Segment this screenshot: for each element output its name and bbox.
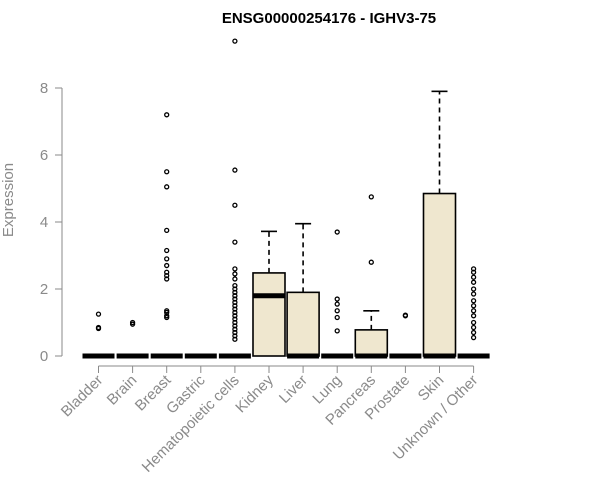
outlier-point (232, 313, 238, 319)
outlier-point (232, 271, 238, 277)
outlier-point (164, 169, 170, 175)
y-tick-label: 6 (40, 147, 48, 164)
box-group (150, 112, 183, 359)
y-tick-label: 0 (40, 348, 48, 365)
x-tick-label: Liver (276, 372, 311, 407)
outlier-point (164, 262, 170, 269)
outlier-point (232, 282, 238, 289)
box-group (218, 38, 251, 359)
box-group (252, 230, 286, 357)
y-axis: 0 2 4 6 8 (40, 80, 63, 365)
outlier-point (470, 324, 477, 331)
outlier-point (334, 308, 340, 314)
outlier-point (470, 279, 477, 285)
box-group (422, 90, 457, 359)
outlier-point (470, 313, 477, 319)
outlier-point (129, 319, 136, 326)
x-tick-label: Bladder (58, 372, 107, 421)
box-group (116, 319, 149, 359)
outlier-point (470, 298, 477, 304)
outlier-point (232, 202, 238, 208)
outlier-point (334, 314, 340, 321)
box-group (82, 311, 115, 359)
y-tick-label: 2 (40, 281, 48, 298)
outlier-point (164, 269, 170, 275)
outlier-point (232, 296, 238, 302)
outlier-point (334, 229, 340, 235)
outlier-point (164, 247, 170, 254)
box-rect (354, 329, 389, 357)
outlier-point (232, 329, 238, 336)
outlier-point (164, 256, 170, 262)
y-tick-label: 4 (40, 214, 48, 231)
box-rect (422, 192, 457, 357)
outlier-point (470, 266, 477, 272)
box-group (457, 266, 490, 359)
outlier-point (470, 303, 477, 309)
outlier-point (402, 312, 409, 318)
outlier-point (470, 291, 477, 297)
outlier-point (164, 112, 170, 118)
x-tick-label: Kidney (232, 371, 277, 416)
outlier-point (334, 328, 340, 334)
outlier-point (95, 311, 102, 317)
outlier-point (470, 308, 477, 314)
outlier-point (334, 301, 340, 307)
y-tick-label: 8 (40, 80, 48, 97)
outlier-point (164, 184, 170, 190)
outlier-point (232, 266, 238, 272)
chart-title: ENSG00000254176 - IGHV3-75 (222, 10, 436, 27)
outlier-point (470, 334, 477, 341)
outlier-point (470, 286, 477, 292)
box-rect (286, 291, 320, 357)
outlier-point (334, 296, 340, 302)
outlier-point (232, 239, 238, 245)
outlier-point (368, 194, 374, 200)
y-axis-label: Expression (0, 163, 17, 237)
outlier-point (164, 227, 170, 234)
box-group (354, 194, 389, 359)
outlier-point (368, 259, 374, 265)
outlier-point (470, 319, 477, 326)
box-group (321, 229, 354, 359)
box-rect (252, 272, 286, 357)
box-group (286, 222, 320, 359)
box-group (389, 312, 422, 359)
outlier-point (470, 329, 477, 336)
outlier-point (232, 38, 238, 44)
outlier-point (95, 324, 102, 331)
plot-area (82, 38, 490, 359)
outlier-point (470, 274, 477, 280)
outlier-point (232, 167, 238, 173)
outlier-point (232, 276, 238, 282)
outlier-point (164, 313, 170, 319)
outlier-point (164, 308, 170, 314)
